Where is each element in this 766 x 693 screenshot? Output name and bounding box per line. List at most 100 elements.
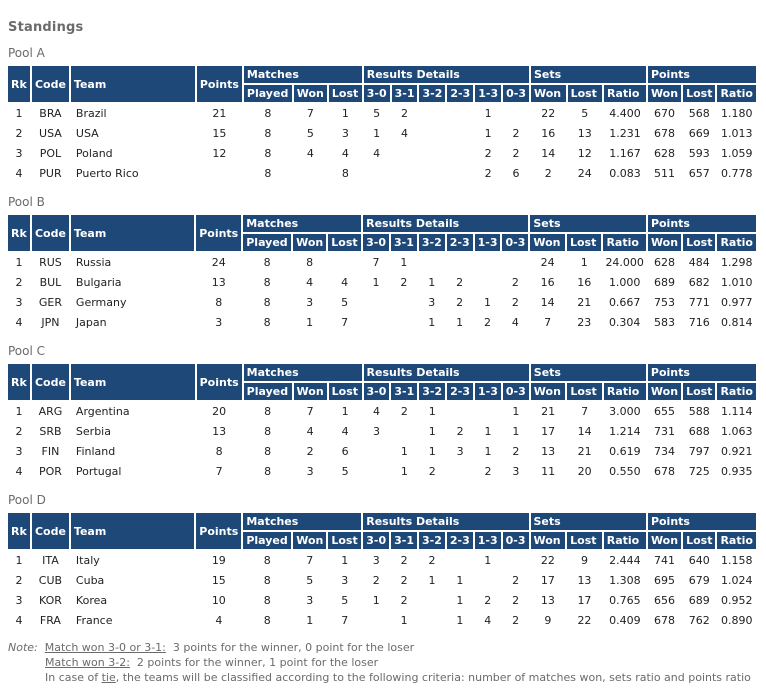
col-code: Code <box>31 215 69 251</box>
cell-sets-won: 14 <box>541 146 556 160</box>
cell-matches-won: 3 <box>306 464 314 478</box>
cell-matches-lost: 3 <box>341 126 349 140</box>
cell-sets-won: 9 <box>544 613 552 627</box>
col-result-2-3: 2-3 <box>447 85 474 102</box>
team-row-bra: 1 BRA Brazil 21 8 7 1 5 2 1 22 5 4.400 670 568 1.180 <box>8 104 756 122</box>
cell-points-won: 670 <box>654 106 675 120</box>
cell-code: FRA <box>39 613 61 627</box>
cell-result-1-3 <box>475 402 501 420</box>
cell-result-2-3 <box>447 164 473 182</box>
cell-matches-played: 8 <box>264 424 272 438</box>
team-row-ita: 1 ITA Italy 19 8 7 1 3 2 2 1 22 9 2.444 741 640 1.158 <box>8 551 756 569</box>
col-sets-won: Won <box>530 234 565 251</box>
note-line-1: Note: Match won 3-0 or 3-1: 3 points for … <box>8 640 758 655</box>
pool-section-d: Pool D Rk Code Team Points Matches Results Det… <box>8 493 758 631</box>
cell-team: France <box>75 613 113 627</box>
cell-result-3-0 <box>364 442 390 460</box>
cell-points-won: 695 <box>654 573 675 587</box>
col-points-lost: Lost <box>683 85 716 102</box>
cell-result-0-3: 1 <box>512 404 520 418</box>
cell-sets-won: 24 <box>540 255 555 269</box>
cell-points-won: 656 <box>654 593 675 607</box>
col-points: Points <box>196 215 242 251</box>
cell-result-2-3 <box>447 104 473 122</box>
cell-matches-lost: 1 <box>341 404 349 418</box>
pool-title-c: Pool C <box>8 344 46 358</box>
cell-matches-lost: 7 <box>341 315 349 329</box>
cell-sets-won: 14 <box>540 295 555 309</box>
col-result-3-1: 3-1 <box>391 85 418 102</box>
col-points-won: Won <box>647 85 682 102</box>
cell-sets-lost: 16 <box>577 275 592 289</box>
cell-points-lost: 797 <box>688 444 710 458</box>
cell-matches-lost: 6 <box>341 444 349 458</box>
cell-matches-played: 8 <box>264 404 272 418</box>
cell-points-lost: 771 <box>688 295 710 309</box>
col-code: Code <box>31 513 69 549</box>
cell-result-1-3: 4 <box>484 613 492 627</box>
cell-code: PUR <box>39 166 62 180</box>
cell-points-lost: 657 <box>688 166 710 180</box>
group-sets: Sets <box>530 66 646 83</box>
cell-result-0-3: 2 <box>512 146 520 160</box>
col-matches-lost: Lost <box>328 532 362 549</box>
cell-sets-ratio: 0.765 <box>609 593 641 607</box>
group-results-details: Results Details <box>363 513 529 530</box>
cell-team: USA <box>75 126 99 140</box>
col-points-ratio: Ratio <box>717 85 756 102</box>
cell-matches-lost: 5 <box>341 593 349 607</box>
cell-sets-ratio: 0.083 <box>609 166 641 180</box>
col-matches-played: Played <box>243 532 292 549</box>
cell-points-won: 689 <box>654 275 675 289</box>
col-matches-played: Played <box>243 383 292 400</box>
col-points-ratio: Ratio <box>717 532 756 549</box>
group-sets: Sets <box>530 513 646 530</box>
cell-code: KOR <box>38 593 62 607</box>
cell-result-3-1 <box>391 422 417 440</box>
team-row-pur: 4 PUR Puerto Rico 8 8 2 6 2 24 0.083 511 657 0.778 <box>8 164 756 182</box>
cell-points-lost: 689 <box>688 593 710 607</box>
team-row-arg: 1 ARG Argentina 20 8 7 1 4 2 1 1 21 7 3.000 655 588 1.11… <box>8 402 756 420</box>
cell-sets-lost: 1 <box>580 255 588 269</box>
cell-result-1-3: 2 <box>484 464 492 478</box>
cell-matches-won: 4 <box>306 146 314 160</box>
cell-rank: 3 <box>15 444 23 458</box>
cell-sets-won: 22 <box>541 106 556 120</box>
cell-sets-ratio: 1.167 <box>609 146 641 160</box>
cell-result-3-2: 1 <box>428 404 436 418</box>
cell-points-won: 511 <box>654 166 675 180</box>
cell-result-2-3 <box>447 124 473 142</box>
col-matches-won: Won <box>293 85 327 102</box>
cell-matches-lost: 5 <box>341 464 349 478</box>
cell-points-won: 741 <box>654 553 675 567</box>
cell-sets-won: 16 <box>541 126 556 140</box>
cell-matches-played: 8 <box>263 553 271 567</box>
team-row-cub: 2 CUB Cuba 15 8 5 3 2 2 1 1 2 17 13 1.308 695 679 1.024 <box>8 571 756 589</box>
page-title: Standings <box>8 20 84 35</box>
team-row-bul: 2 BUL Bulgaria 13 8 4 4 1 2 1 2 2 16 16 1.000 689 682 1.0… <box>8 273 756 291</box>
cell-rank: 1 <box>15 404 23 418</box>
cell-matches-played: 8 <box>264 464 272 478</box>
cell-result-3-0: 2 <box>372 573 380 587</box>
pool-title-b: Pool B <box>8 195 45 209</box>
cell-result-0-3 <box>502 253 528 271</box>
group-results-details: Results Details <box>363 364 529 381</box>
col-result-0-3: 0-3 <box>502 532 529 549</box>
cell-team: Russia <box>75 255 112 269</box>
col-sets-ratio: Ratio <box>603 532 646 549</box>
col-points-ratio: Ratio <box>717 383 756 400</box>
pool-title-d: Pool D <box>8 493 46 507</box>
cell-rank: 2 <box>15 573 23 587</box>
cell-points: 10 <box>211 593 226 607</box>
cell-result-2-3 <box>447 144 473 162</box>
cell-matches-won: 5 <box>306 573 314 587</box>
team-row-ger: 3 GER Germany 8 8 3 5 3 2 1 2 14 21 0.667 753 771 0.977 <box>8 293 756 311</box>
cell-points: 13 <box>211 275 226 289</box>
note-rule3-tie: tie <box>101 671 116 684</box>
cell-matches-lost: 3 <box>341 573 349 587</box>
col-sets-lost: Lost <box>567 532 602 549</box>
group-matches: Matches <box>243 66 362 83</box>
cell-matches-played: 8 <box>264 146 272 160</box>
note-rule2-text: 2 points for the winner, 1 point for the… <box>129 656 379 669</box>
team-row-rus: 1 RUS Russia 24 8 8 7 1 24 1 24.000 628 484 1.298 <box>8 253 756 271</box>
